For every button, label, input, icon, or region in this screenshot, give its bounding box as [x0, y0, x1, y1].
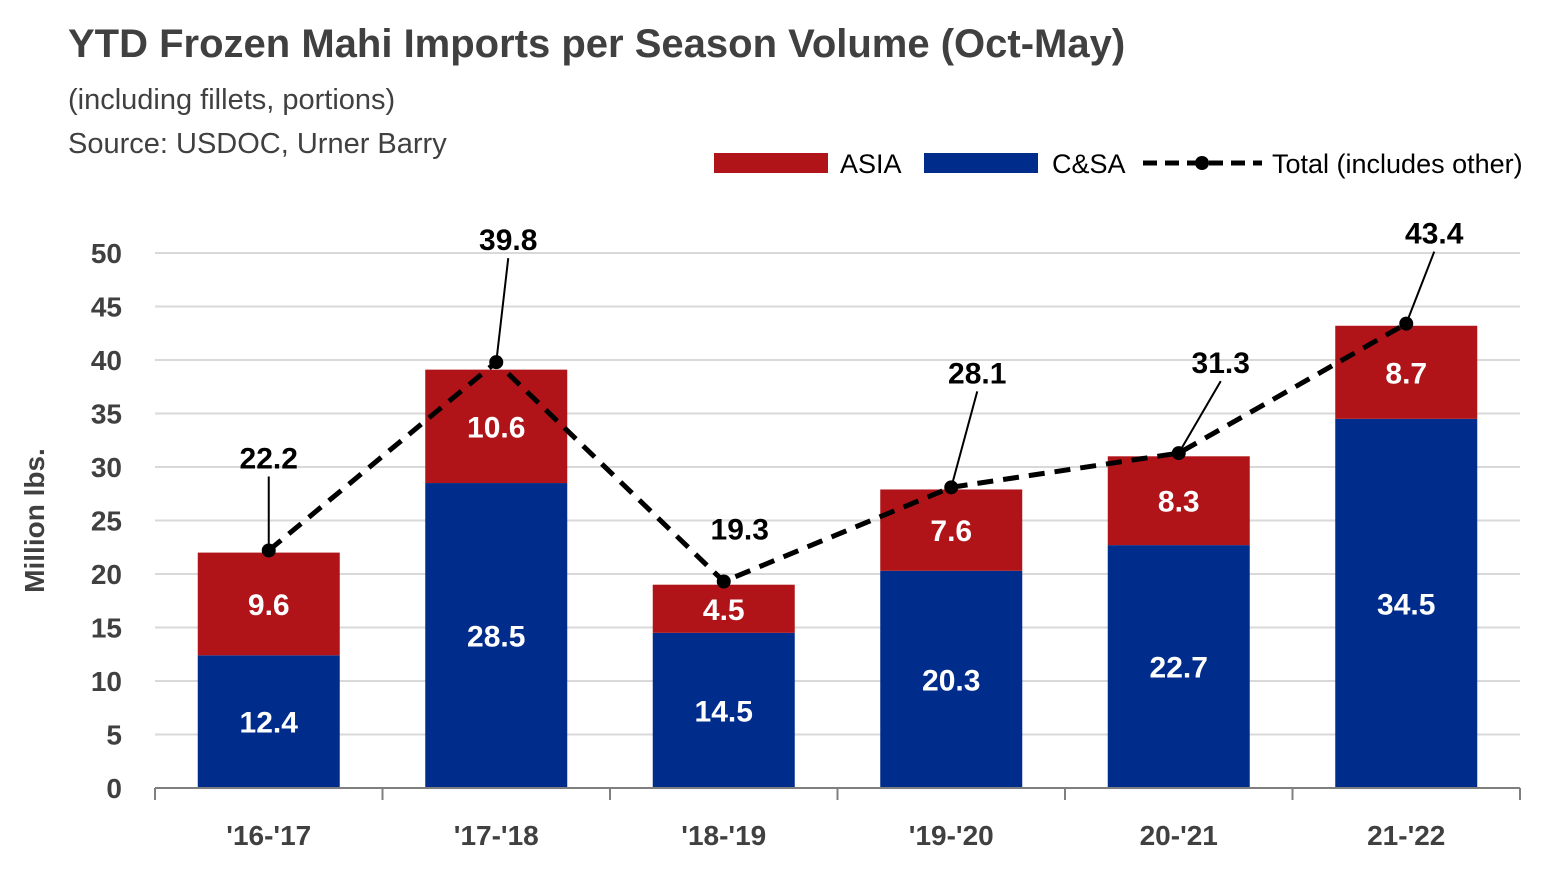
data-label-csa: 28.5	[467, 621, 525, 654]
data-label-total: 39.8	[479, 224, 537, 257]
y-tick-label: 25	[91, 506, 122, 537]
legend-label-csa: C&SA	[1052, 149, 1126, 179]
total-point	[716, 574, 731, 589]
bar-csa	[197, 655, 340, 788]
data-label-asia: 9.6	[248, 589, 290, 622]
data-label-csa: 20.3	[922, 664, 980, 697]
x-tick-label: '17-'18	[454, 820, 539, 851]
y-tick-label: 20	[91, 559, 122, 590]
legend-label-total: Total (includes other)	[1272, 149, 1523, 179]
data-label-csa: 14.5	[695, 695, 753, 728]
y-tick-label: 15	[91, 613, 122, 644]
bar-csa	[425, 483, 568, 788]
legend-marker-total	[1195, 156, 1209, 170]
y-tick-label: 50	[91, 238, 122, 269]
data-label-csa: 34.5	[1377, 588, 1435, 621]
data-label-asia: 7.6	[930, 515, 972, 548]
x-tick-label: 21-'22	[1367, 820, 1445, 851]
bar-asia	[197, 552, 340, 656]
y-tick-label: 10	[91, 666, 122, 697]
y-tick-label: 40	[91, 345, 122, 376]
total-point	[489, 355, 504, 370]
y-tick-label: 35	[91, 399, 122, 430]
chart-source: Source: USDOC, Urner Barry	[68, 128, 447, 160]
bar-csa	[652, 632, 795, 788]
legend-swatch-asia	[714, 153, 828, 173]
y-tick-label: 30	[91, 452, 122, 483]
data-label-total: 19.3	[711, 513, 769, 546]
total-point	[944, 480, 959, 495]
data-label-asia: 8.7	[1385, 357, 1427, 390]
chart-subtitle: (including fillets, portions)	[68, 84, 396, 116]
leader-line	[1177, 380, 1222, 454]
bar-asia	[1107, 456, 1250, 546]
total-point	[1171, 446, 1186, 461]
x-tick-label: '19-'20	[909, 820, 994, 851]
leader-line	[1405, 251, 1436, 324]
bar-csa	[880, 570, 1023, 788]
data-label-csa: 12.4	[240, 707, 299, 740]
leader-line	[950, 391, 979, 488]
data-label-total: 22.2	[240, 442, 298, 475]
y-axis-label: Million lbs.	[19, 448, 50, 593]
bar-csa	[1107, 545, 1250, 788]
y-tick-label: 5	[106, 720, 122, 751]
total-point	[261, 543, 276, 558]
bar-csa	[1335, 418, 1478, 788]
leader-line	[495, 258, 510, 363]
data-label-asia: 10.6	[467, 411, 525, 444]
bar-asia	[880, 489, 1023, 571]
x-tick-label: '16-'17	[226, 820, 311, 851]
data-label-asia: 8.3	[1158, 486, 1200, 519]
bar-asia	[1335, 325, 1478, 419]
bar-asia	[652, 584, 795, 633]
data-label-total: 43.4	[1405, 218, 1464, 251]
x-tick-label: 20-'21	[1140, 820, 1218, 851]
data-label-asia: 4.5	[703, 594, 745, 627]
total-point	[1399, 316, 1414, 331]
total-line	[267, 321, 1408, 585]
legend-label-asia: ASIA	[840, 149, 902, 179]
data-label-csa: 22.7	[1150, 652, 1208, 685]
y-tick-label: 0	[106, 773, 122, 804]
data-label-total: 31.3	[1192, 347, 1250, 380]
legend-swatch-csa	[924, 153, 1038, 173]
chart-title: YTD Frozen Mahi Imports per Season Volum…	[68, 22, 1126, 66]
data-label-total: 28.1	[948, 357, 1006, 390]
bar-asia	[425, 369, 568, 484]
y-tick-label: 45	[91, 292, 122, 323]
x-tick-label: '18-'19	[681, 820, 766, 851]
